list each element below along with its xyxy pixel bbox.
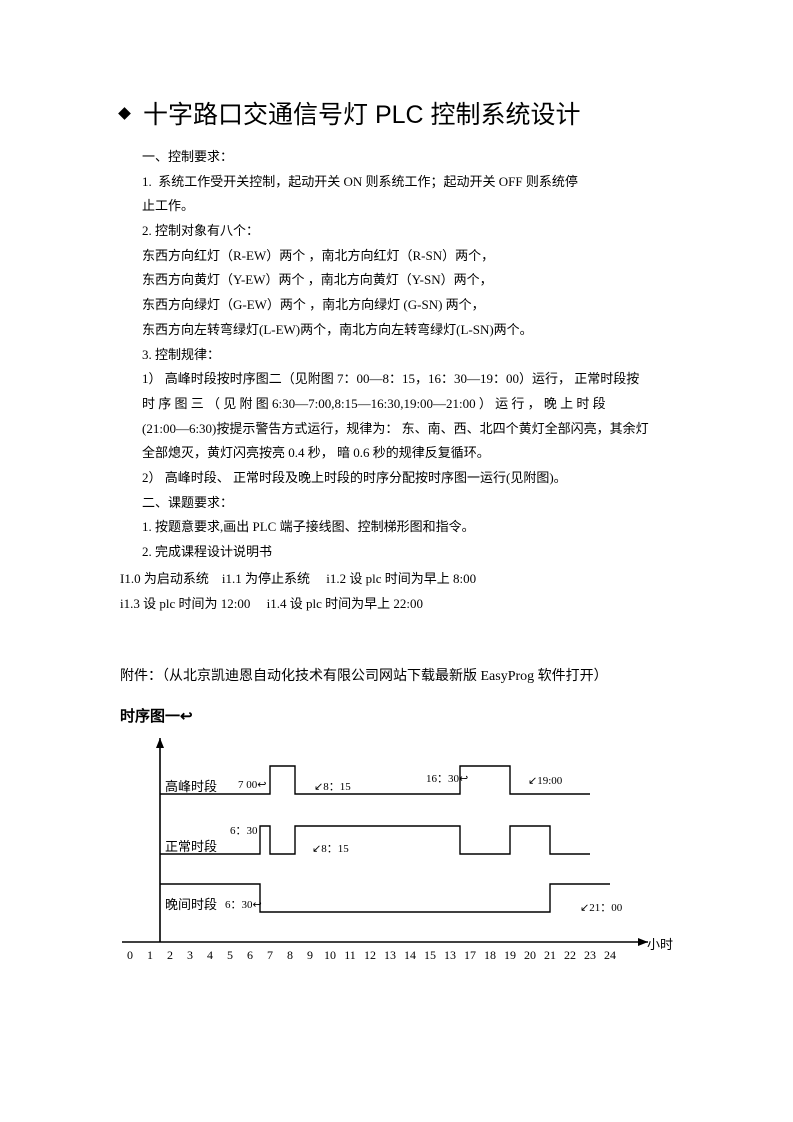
row-label-normal: 正常时段	[165, 836, 217, 855]
axis-tick: 0	[127, 948, 133, 963]
axis-tick: 13	[444, 948, 456, 963]
axis-tick: 1	[147, 948, 153, 963]
section1-header: 一、控制要求：	[142, 145, 698, 170]
axis-tick: 12	[364, 948, 376, 963]
axis-tick: 9	[307, 948, 313, 963]
timing-chart: 高峰时段 正常时段 晚间时段 7 00↩ ↙8：15 16：30↩ ↙19:00…	[90, 734, 650, 984]
axis-tick: 18	[484, 948, 496, 963]
axis-tick: 11	[344, 948, 356, 963]
rule1a: 1） 高峰时段按时序图二（见附图 7：00—8：15，16：30—19：00）运…	[142, 367, 698, 392]
plc-io-line2: i1.3 设 plc 时间为 12:00 i1.4 设 plc 时间为早上 22…	[120, 592, 698, 615]
axis-tick: 22	[564, 948, 576, 963]
obj1: 东西方向红灯（R-EW）两个 ，南北方向红灯（R-SN）两个，	[142, 244, 698, 269]
axis-tick: 20	[524, 948, 536, 963]
plc-d: i1.3 设 plc 时间为 12:00	[120, 596, 250, 611]
page-title-row: 十字路口交通信号灯 PLC 控制系统设计	[120, 95, 698, 131]
time-2100: ↙21：00	[580, 899, 622, 915]
time-700: 7 00↩	[238, 778, 266, 791]
axis-tick: 8	[287, 948, 293, 963]
axis-tick: 14	[404, 948, 416, 963]
axis-tick: 5	[227, 948, 233, 963]
time-815a: ↙8：15	[314, 778, 351, 794]
plc-io-line1: I1.0 为启动系统 i1.1 为停止系统 i1.2 设 plc 时间为早上 8…	[120, 567, 698, 590]
req2: 2. 控制对象有八个：	[142, 219, 698, 244]
axis-tick: 4	[207, 948, 213, 963]
time-815b: ↙8：15	[312, 840, 349, 856]
plc-a: I1.0 为启动系统	[120, 571, 209, 586]
time-1630: 16：30↩	[426, 770, 468, 786]
row-label-night: 晚间时段	[165, 894, 217, 913]
plc-e: i1.4 设 plc 时间为早上 22:00	[267, 596, 423, 611]
rule2: 2） 高峰时段、 正常时段及晚上时段的时序分配按时序图一运行(见附图)。	[142, 466, 698, 491]
title-bullet-icon	[118, 107, 131, 120]
obj3: 东西方向绿灯（G-EW）两个 ，南北方向绿灯 (G-SN) 两个，	[142, 293, 698, 318]
time-630b: 6：30↩	[225, 896, 262, 912]
axis-label-hours: 小时	[647, 934, 673, 953]
axis-tick: 6	[247, 948, 253, 963]
obj2: 东西方向黄灯（Y-EW）两个 ，南北方向黄灯（Y-SN）两个，	[142, 268, 698, 293]
req1-text: 系统工作受开关控制，起动开关 ON 则系统工作；起动开关 OFF 则系统停	[158, 174, 578, 189]
task2: 2. 完成课程设计说明书	[142, 540, 698, 565]
axis-tick: 10	[324, 948, 336, 963]
rule1c: (21:00—6:30)按提示警告方式运行，规律为： 东、南、西、北四个黄灯全部…	[142, 417, 698, 442]
axis-tick: 24	[604, 948, 616, 963]
axis-tick: 17	[464, 948, 476, 963]
axis-tick: 19	[504, 948, 516, 963]
axis-tick: 13	[384, 948, 396, 963]
req1-num: 1.	[142, 174, 152, 189]
req1: 1. 系统工作受开关控制，起动开关 ON 则系统工作；起动开关 OFF 则系统停	[142, 170, 698, 195]
timing-diagram-title: 时序图一↩	[120, 705, 698, 726]
req1b: 止工作。	[142, 194, 698, 219]
time-630a: 6：30	[230, 822, 258, 838]
section2-header: 二、课题要求：	[142, 491, 698, 516]
time-1900: ↙19:00	[528, 774, 562, 787]
row-label-peak: 高峰时段	[165, 776, 217, 795]
axis-tick: 2	[167, 948, 173, 963]
axis-tick: 3	[187, 948, 193, 963]
obj4: 东西方向左转弯绿灯(L-EW)两个，南北方向左转弯绿灯(L-SN)两个。	[142, 318, 698, 343]
plc-b: i1.1 为停止系统	[222, 571, 310, 586]
req3: 3. 控制规律：	[142, 343, 698, 368]
axis-tick: 23	[584, 948, 596, 963]
page-title: 十字路口交通信号灯 PLC 控制系统设计	[143, 95, 581, 131]
plc-c: i1.2 设 plc 时间为早上 8:00	[326, 571, 476, 586]
body-text: 一、控制要求： 1. 系统工作受开关控制，起动开关 ON 则系统工作；起动开关 …	[120, 145, 698, 565]
rule1b: 时 序 图 三 （ 见 附 图 6:30—7:00,8:15—16:30,19:…	[142, 392, 698, 417]
axis-tick: 21	[544, 948, 556, 963]
axis-tick: 7	[267, 948, 273, 963]
axis-tick: 15	[424, 948, 436, 963]
rule1d: 全部熄灭，黄灯闪亮按亮 0.4 秒， 暗 0.6 秒的规律反复循环。	[142, 441, 698, 466]
task1: 1. 按题意要求,画出 PLC 端子接线图、控制梯形图和指令。	[142, 515, 698, 540]
attachment-note: 附件：（从北京凯迪恩自动化技术有限公司网站下载最新版 EasyProg 软件打开…	[120, 665, 698, 685]
